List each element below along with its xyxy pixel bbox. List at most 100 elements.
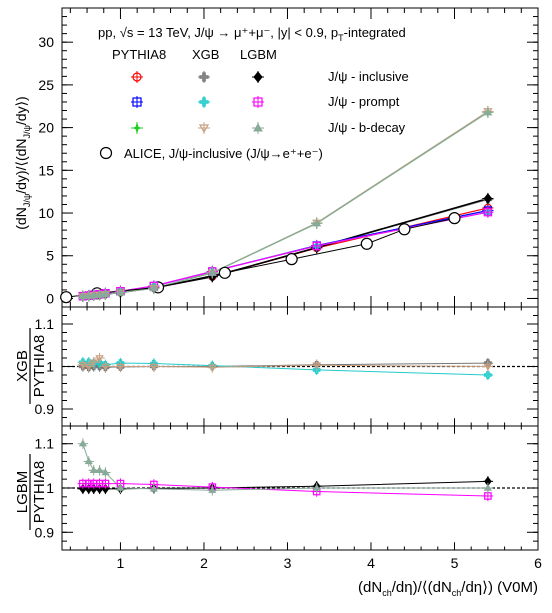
top-y-axis-label: (dNJ/ψ/dy)/⟨(dNJ/ψ/dy⟩) [13,96,32,229]
xgb-ratio-prompt-point-shape [84,358,93,367]
lgbm-ratio-bdecay-point [94,465,105,476]
lgbm-prompt-point-shape [483,207,493,217]
xgb-ratio-y-tick-label: 1.1 [35,316,55,332]
lgbm-ratio-bdecay-point-shape [101,468,110,476]
lgbm-ratio-prompt-line [82,483,488,497]
lgbm-bdecay-point-shape [312,218,322,227]
legend-lgbm-inclusive-marker [252,71,264,83]
lgbm-ratio-bdecay-line [82,443,488,491]
top-y-tick-label: 5 [46,248,54,264]
lgbm-ratio-panel: 0.9 1 1.1 1 2 3 4 5 6 LGBM PYTHIA8 [14,8,542,571]
lgbm-bdecay-point-shape [483,107,493,116]
lgbm-inclusive-point-shape [483,193,493,204]
top-y-tick-label: 25 [38,77,54,93]
lgbm-bdecay-point [311,217,323,229]
xgb-ratio-prompt-point-shape [484,371,492,379]
x-tick-label: 2 [200,555,208,571]
lgbm-ratio-prompt-point-shape [101,479,110,488]
xgb-ratio-prompt-point-shape [312,366,321,374]
lgbm-ratio-y-axis: 0.9 1 1.1 [35,425,538,551]
top-y-tick-label: 10 [38,205,54,221]
xgb-bdecay-line [82,110,489,297]
xgb-ratio-bdecay-point-shape [89,359,98,367]
lgbm-ratio-bdecay-point [207,485,218,496]
legend-alice-label: ALICE, J/ψ-inclusive (J/ψ→e⁺+e⁻) [124,146,323,161]
xgb-ratio-bdecay-point-shape [208,364,217,372]
xgb-ratio-bdecay-point [88,357,99,368]
lgbm-bdecay-point-shape [115,287,125,296]
lgbm-prompt-point-shape [312,241,321,251]
alice-point [398,223,411,236]
legend-lgbm-inclusive-marker-shape [253,71,263,83]
xgb-ratio-bdecay-point [83,361,94,372]
x-axis: 1 2 3 4 5 6 [69,8,542,571]
lgbm-bdecay-point [148,282,160,294]
alice-point [60,291,73,304]
legend-row-inclusive: J/ψ - inclusive [328,69,409,84]
lgbm-ratio-bdecay-point-shape [483,483,492,491]
legend-pythia8-inclusive-marker-shape [132,72,142,82]
legend-label-pythia8: PYTHIA8 [112,47,166,62]
legend-pythia8-prompt-marker [131,96,143,108]
legend-pythia8-bdecay-marker [131,121,143,135]
legend-lgbm-bdecay-marker-shape [253,122,263,132]
lgbm-ratio-y-label-num: LGBM [14,471,31,514]
legend-label-lgbm: LGBM [240,47,277,62]
xgb-ratio-panel: 0.9 1 1.1 XGB PYTHIA8 [14,306,539,427]
lgbm-prompt-point [482,206,494,218]
xgb-prompt-line [82,211,489,297]
lgbm-ratio-bdecay-point [482,482,494,494]
xgb-ratio-bdecay-point [482,361,494,372]
lgbm-ratio-markers [77,438,494,502]
xgb-ratio-bdecay-point-shape [101,363,110,371]
lgbm-ratio-bdecay-point-shape [116,483,125,491]
pythia8-bdecay-line [82,111,489,297]
lgbm-ratio-bdecay-point-shape [149,484,158,492]
xgb-ratio-bdecay-point [207,362,218,373]
lgbm-ratio-bdecay-point-shape [78,439,87,447]
lgbm-ratio-bdecay-point-shape [84,457,93,465]
legend-lgbm-prompt-marker [252,96,264,108]
lgbm-bdecay-point-shape [149,283,159,292]
x-tick-label: 3 [284,555,292,571]
lgbm-ratio-y-tick-label: 1.1 [35,436,55,452]
legend-alice-marker [99,146,113,160]
lgbm-ratio-bdecay-point [100,467,111,478]
xgb-ratio-y-label: XGB PYTHIA8 [14,328,48,404]
lgbm-inclusive-line [82,197,489,297]
top-y-tick-label: 0 [46,290,54,306]
lgbm-ratio-y-tick-label: 1 [46,480,54,496]
x-tick-label: 5 [451,555,459,571]
legend-xgb-prompt-marker [198,96,210,108]
xgb-ratio-bdecay-point-shape [84,363,93,371]
legend-xgb-bdecay-marker-shape [198,124,210,134]
xgb-ratio-bdecay-point-shape [116,363,125,371]
legend-pythia8-prompt-marker-shape [132,97,142,107]
lgbm-bdecay-point [482,106,494,118]
lgbm-prompt-point [311,240,323,252]
x-tick-label: 6 [534,555,542,571]
xgb-ratio-bdecay-point-shape [78,362,88,370]
xgb-ratio-lines [82,357,488,376]
lgbm-ratio-y-label-den: PYTHIA8 [31,461,48,524]
xgb-ratio-bdecay-point-shape [483,363,493,371]
xgb-ratio-y-label-num: XGB [14,350,31,382]
lgbm-ratio-bdecay-point [83,456,94,467]
lgbm-ratio-prompt-point [100,478,111,489]
lgbm-bdecay-line [82,111,489,297]
top-y-axis: 0 5 10 15 20 25 30 [38,7,538,308]
xgb-ratio-y-tick-label: 1 [46,359,54,375]
xgb-ratio-bdecay-point [311,360,322,371]
lgbm-ratio-bdecay-point [148,483,160,495]
xgb-ratio-prompt-line [82,361,488,376]
x-tick-label: 4 [367,555,375,571]
lgbm-ratio-bdecay-point-shape [208,486,217,493]
legend-pythia8-inclusive-marker [131,71,143,83]
lgbm-bdecay-point-shape [207,268,217,276]
lgbm-ratio-bdecay-point-shape [95,466,104,473]
legend-row-bdecay: J/ψ - b-decay [328,120,406,135]
xgb-inclusive-line [82,198,489,297]
lgbm-ratio-bdecay-point-shape [312,483,321,491]
lgbm-ratio-bdecay-point [115,482,126,494]
